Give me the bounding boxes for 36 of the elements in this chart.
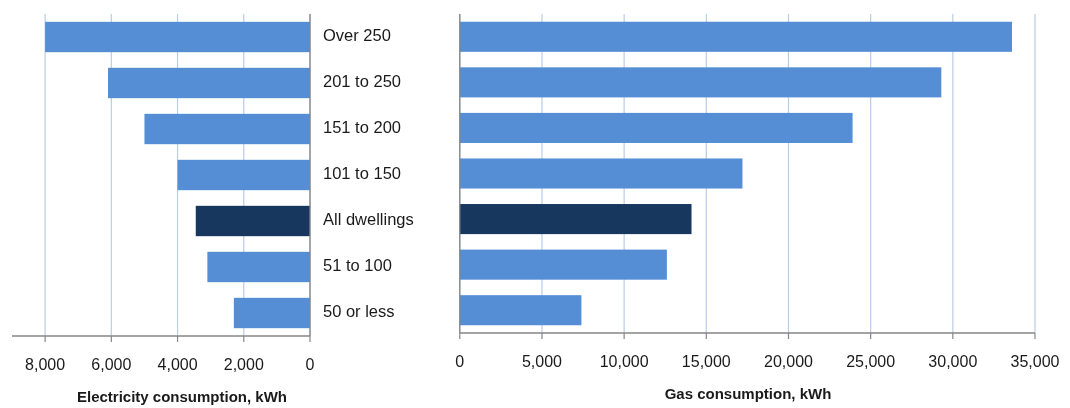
y-tick-label: 201 to 250: [323, 72, 401, 91]
bar: [459, 249, 667, 280]
bar: [144, 113, 310, 145]
y-tick-label: Over 250: [323, 26, 391, 45]
x-tick-label: 0: [305, 356, 315, 374]
x-tick-label: 35,000: [1010, 353, 1060, 371]
x-tick-label: 30,000: [928, 353, 978, 371]
bar: [108, 67, 310, 99]
x-tick-label: 0: [455, 353, 465, 371]
bar: [207, 251, 310, 283]
x-tick-label: 5,000: [521, 353, 563, 371]
y-tick-label: 51 to 100: [323, 256, 392, 275]
bar: [459, 158, 743, 189]
bar: [177, 159, 310, 191]
x-tick-label: 2,000: [223, 356, 264, 374]
bar: [45, 21, 310, 53]
x-tick-label: 8,000: [25, 356, 66, 374]
y-tick-label: All dwellings: [323, 210, 414, 229]
bar: [459, 204, 692, 235]
x-tick-label: 6,000: [91, 356, 132, 374]
bar: [459, 21, 1012, 52]
y-tick-label: 101 to 150: [323, 164, 401, 183]
x-axis-title: Gas consumption, kWh: [664, 384, 832, 402]
x-axis-title: Electricity consumption, kWh: [76, 387, 288, 405]
y-tick-label: 151 to 200: [323, 118, 401, 137]
bar: [459, 112, 853, 143]
x-tick-label: 25,000: [846, 353, 896, 371]
x-tick-label: 20,000: [764, 353, 814, 371]
bar: [459, 67, 942, 98]
y-tick-label: 50 or less: [323, 302, 395, 321]
x-tick-label: 4,000: [157, 356, 198, 374]
bar: [459, 295, 582, 326]
x-tick-label: 15,000: [681, 353, 731, 371]
x-tick-label: 10,000: [599, 353, 649, 371]
bar: [233, 297, 310, 329]
bar: [195, 205, 310, 237]
